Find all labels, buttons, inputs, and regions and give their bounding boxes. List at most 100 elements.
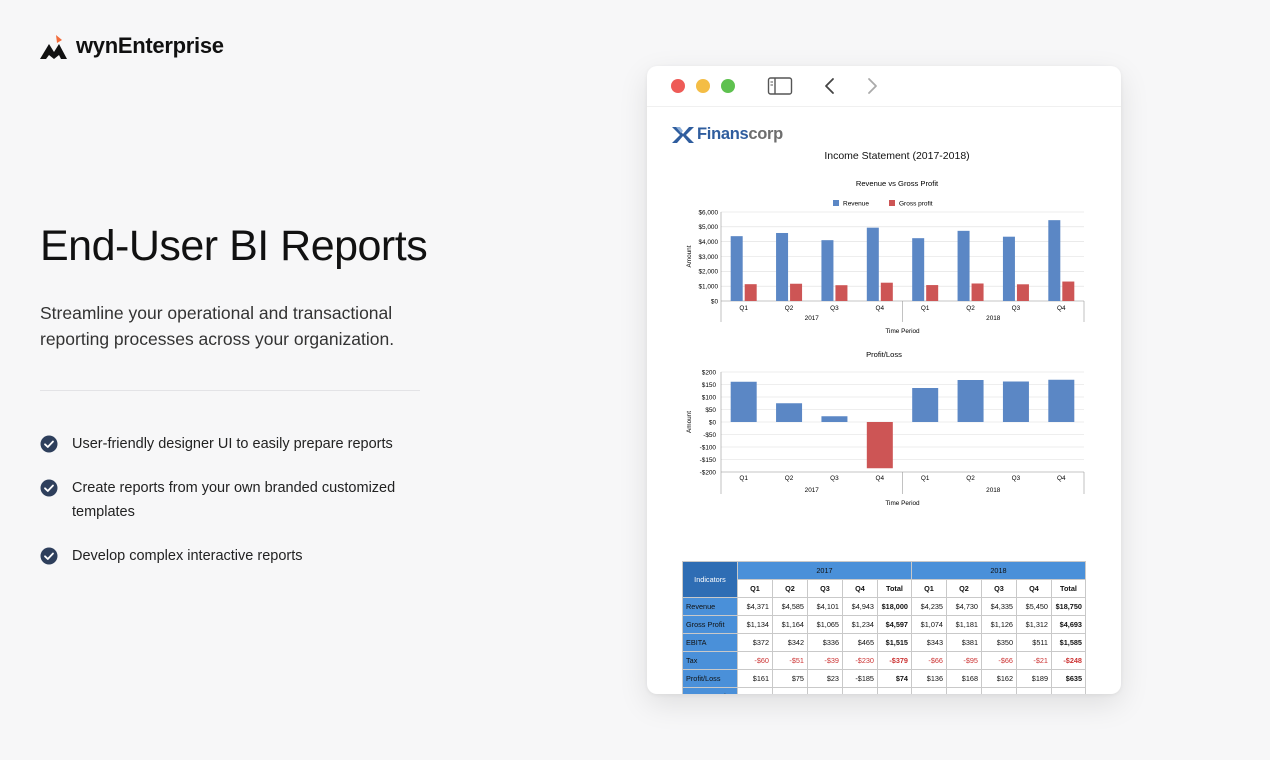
browser-window: Finanscorp Income Statement (2017-2018) …	[647, 66, 1121, 694]
table-cell: -$60	[737, 651, 773, 670]
revenue-gross-profit-chart: Revenue vs Gross Profit Revenue Gross prof…	[686, 179, 1085, 335]
brand-logo[interactable]: wynEnterprise	[40, 32, 224, 60]
feature-item: User-friendly designer UI to easily prep…	[40, 432, 440, 456]
profit-bar	[912, 388, 939, 422]
table-cell: 24.1%	[1016, 687, 1052, 694]
table-cell: $342	[772, 633, 808, 652]
bar-revenue	[866, 227, 879, 301]
company-name-part2: corp	[748, 125, 783, 143]
feature-text: Create reports from your own branded cus…	[72, 480, 396, 520]
table-cell: -$39	[807, 651, 843, 670]
bar-revenue	[730, 236, 743, 301]
bar-gross-profit	[971, 283, 984, 301]
year-header: 2017	[737, 561, 912, 580]
table-row: EBITA $372 $342 $336 $465 $1,515 $343 $381 $350 $…	[682, 633, 1086, 652]
bar-revenue	[1002, 236, 1015, 301]
legend-swatch	[833, 200, 839, 206]
table-cell: $381	[946, 633, 982, 652]
feature-item: Create reports from your own branded cus…	[40, 476, 440, 524]
legend-label: Revenue	[843, 201, 869, 208]
bar-gross-profit	[790, 283, 803, 301]
bar-revenue	[776, 232, 789, 301]
company-logo: Finanscorp	[672, 125, 783, 144]
y-axis-label: Amount	[686, 245, 693, 267]
y-tick-label: $0	[711, 298, 719, 305]
bar-revenue	[912, 238, 925, 301]
column-header: Q4	[842, 579, 878, 598]
table-row: Gross Profit $1,134 $1,164 $1,065 $1,234 $4,5…	[682, 615, 1086, 634]
table-cell: -$379	[877, 651, 912, 670]
x-axis-label: Time Period	[885, 500, 920, 507]
table-cell: 26.0%	[807, 687, 843, 694]
table-cell: $74	[877, 669, 912, 688]
table-cell: $511	[1016, 633, 1052, 652]
table-cell: $4,235	[911, 597, 947, 616]
bar-gross-profit	[835, 285, 848, 301]
profit-loss-chart: Profit/Loss -$200 -$150 -$100 -$50 $0 $50 $100 $…	[686, 350, 1085, 507]
finanscorp-logo-icon	[672, 126, 694, 143]
income-table: Indicators 2017 2018 Q1 Q2 Q3 Q4 Total Q1 Q2 Q3…	[682, 561, 1086, 694]
table-row: Profit/Loss $161 $75 $23 -$185 $74 $136 $168 $16…	[682, 669, 1086, 688]
table-cell: -$185	[842, 669, 878, 688]
x-tick-label: Q4	[876, 475, 885, 482]
y-tick-label: $5,000	[698, 224, 718, 231]
profit-bar	[821, 416, 848, 422]
row-label: EBITA	[682, 633, 738, 652]
report-title: Income Statement (2017-2018)	[824, 150, 970, 162]
table-cell: 25.1%	[1051, 687, 1086, 694]
x-tick-label: Q3	[830, 305, 839, 312]
x-tick-label: Q1	[921, 305, 930, 312]
table-cell: $1,585	[1051, 633, 1086, 652]
y-tick-label: -$150	[700, 457, 717, 464]
y-tick-label: -$100	[700, 444, 717, 451]
table-cell: 25.9%	[737, 687, 773, 694]
profit-bar	[1048, 379, 1075, 422]
table-cell: $136	[911, 669, 947, 688]
table-row: Revenue $4,371 $4,585 $4,101 $4,943 $18,000 $4…	[682, 597, 1086, 616]
column-header: Q1	[737, 579, 773, 598]
y-tick-label: $4,000	[698, 239, 718, 246]
page-subtitle: Streamline your operational and transact…	[40, 303, 395, 349]
y-tick-label: $6,000	[698, 209, 718, 216]
table-cell: $1,074	[911, 615, 947, 634]
legend-label: Gross profit	[899, 201, 933, 208]
close-window-button[interactable]	[671, 79, 685, 93]
legend-swatch	[889, 200, 895, 206]
row-label: Gross Margin	[682, 687, 738, 694]
x-tick-label: Q3	[1012, 475, 1021, 482]
x-tick-label: Q1	[739, 305, 748, 312]
y-tick-label: -$200	[700, 469, 717, 476]
indicators-header: Indicators	[682, 561, 738, 598]
minimize-window-button[interactable]	[696, 79, 710, 93]
y-axis-label: Amount	[686, 411, 693, 433]
table-cell: 26.0%	[981, 687, 1017, 694]
year-header: 2018	[911, 561, 1086, 580]
y-tick-label: $0	[709, 419, 717, 426]
table-cell: $336	[807, 633, 843, 652]
group-label: 2017	[805, 487, 820, 494]
maximize-window-button[interactable]	[721, 79, 735, 93]
chart-title: Revenue vs Gross Profit	[856, 179, 939, 188]
sidebar-toggle-icon[interactable]	[767, 76, 793, 96]
table-cell: 25.0%	[842, 687, 878, 694]
feature-text: Develop complex interactive reports	[72, 548, 303, 564]
x-axis-label: Time Period	[885, 328, 920, 335]
forward-icon[interactable]	[865, 76, 879, 96]
x-tick-label: Q1	[739, 475, 748, 482]
bar-revenue	[821, 240, 834, 301]
table-cell: $5,450	[1016, 597, 1052, 616]
back-icon[interactable]	[823, 76, 837, 96]
bar-revenue	[1048, 220, 1061, 301]
table-cell: $18,000	[877, 597, 912, 616]
x-tick-label: Q3	[1012, 305, 1021, 312]
table-cell: $4,597	[877, 615, 912, 634]
x-tick-label: Q2	[785, 305, 794, 312]
y-tick-label: $200	[702, 369, 717, 376]
table-cell: $4,371	[737, 597, 773, 616]
table-cell: $18,750	[1051, 597, 1086, 616]
group-label: 2017	[805, 315, 820, 322]
table-cell: 25.4%	[772, 687, 808, 694]
table-cell: -$66	[911, 651, 947, 670]
table-cell: $168	[946, 669, 982, 688]
table-cell: $1,126	[981, 615, 1017, 634]
